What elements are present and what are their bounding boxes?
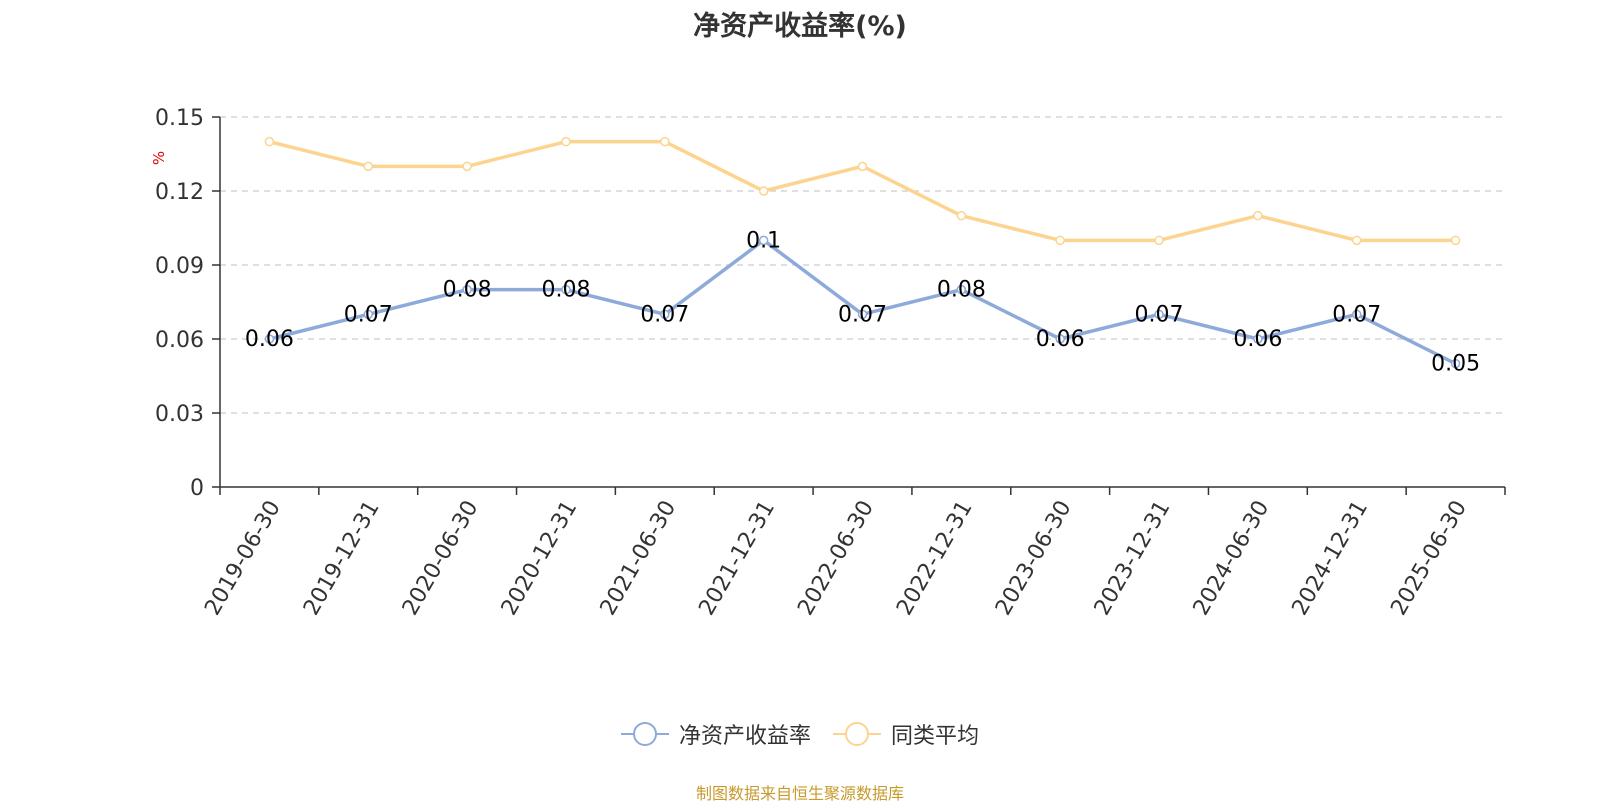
- y-tick-label: 0: [190, 476, 204, 501]
- legend-item-roe[interactable]: 净资产收益率: [620, 718, 811, 750]
- source-note: 制图数据来自恒生聚源数据库: [695, 784, 904, 803]
- data-point: [956, 284, 967, 295]
- data-point: [857, 309, 868, 320]
- x-tick-label: 2021-06-30: [596, 497, 682, 620]
- data-point: [1154, 309, 1164, 320]
- y-tick-label: 0.15: [155, 106, 204, 131]
- x-tick-label: 2023-06-30: [991, 497, 1077, 620]
- x-tick-label: 2019-06-30: [200, 497, 286, 620]
- x-tick-label: 2020-12-31: [497, 497, 583, 620]
- data-point: [363, 161, 374, 172]
- x-tick-label: 2025-06-30: [1386, 497, 1472, 620]
- data-point: [660, 309, 670, 320]
- data-label: 0.06: [245, 327, 294, 352]
- data-point: [857, 161, 868, 172]
- legend-swatch-roe: [620, 722, 669, 746]
- data-point: [1450, 235, 1461, 246]
- legend-label-roe: 净资产收益率: [678, 724, 811, 749]
- x-tick-label: 2022-12-31: [892, 497, 978, 620]
- data-point: [561, 136, 571, 147]
- x-tick-label: 2020-06-30: [398, 496, 484, 619]
- data-point: [1450, 358, 1461, 369]
- data-label: 0.08: [937, 278, 986, 303]
- data-point: [1351, 309, 1362, 320]
- x-tick-label: 2021-12-31: [694, 497, 780, 620]
- data-point: [264, 136, 275, 147]
- y-axis-unit-label: %: [150, 151, 168, 165]
- y-tick-label: 0.09: [155, 254, 204, 279]
- data-point: [561, 284, 571, 295]
- data-label: 0.1: [746, 228, 781, 253]
- data-point: [1351, 235, 1362, 246]
- legend: 净资产收益率 同类平均: [0, 718, 1600, 750]
- data-point: [1253, 210, 1263, 221]
- data-point: [462, 284, 472, 295]
- data-point: [956, 210, 967, 221]
- data-point: [1253, 334, 1263, 344]
- data-point: [1154, 235, 1164, 246]
- data-label: 0.05: [1431, 352, 1480, 377]
- data-point: [1055, 334, 1065, 344]
- y-tick-label: 0.03: [155, 402, 204, 427]
- y-tick-label: 0.12: [155, 180, 204, 205]
- x-tick-label: 2022-06-30: [793, 497, 879, 620]
- chart-title: 净资产收益率(%): [693, 11, 907, 42]
- data-label: 0.07: [640, 302, 689, 327]
- x-tick-label: 2019-12-31: [299, 497, 385, 620]
- data-point: [758, 235, 769, 246]
- data-label: 0.07: [838, 302, 887, 327]
- x-tick-label: 2024-12-31: [1288, 497, 1374, 620]
- legend-label-peer-average: 同类平均: [891, 724, 980, 749]
- data-label: 0.06: [1036, 327, 1085, 352]
- x-tick-label: 2024-06-30: [1189, 497, 1275, 620]
- legend-item-peer-average[interactable]: 同类平均: [833, 718, 979, 750]
- y-tick-label: 0.06: [155, 328, 204, 353]
- data-point: [363, 309, 374, 320]
- data-point: [758, 186, 769, 196]
- data-label: 0.08: [541, 278, 590, 303]
- data-label: 0.07: [1135, 302, 1184, 327]
- data-label: 0.07: [344, 302, 393, 327]
- legend-swatch-peer-average: [833, 722, 881, 746]
- data-point: [264, 334, 275, 344]
- data-point: [660, 136, 670, 147]
- data-label: 0.06: [1233, 327, 1282, 352]
- data-point: [1055, 235, 1065, 246]
- x-tick-label: 2023-12-31: [1090, 497, 1176, 620]
- data-label: 0.08: [443, 278, 492, 303]
- data-label: 0.07: [1332, 302, 1381, 327]
- data-point: [462, 161, 472, 172]
